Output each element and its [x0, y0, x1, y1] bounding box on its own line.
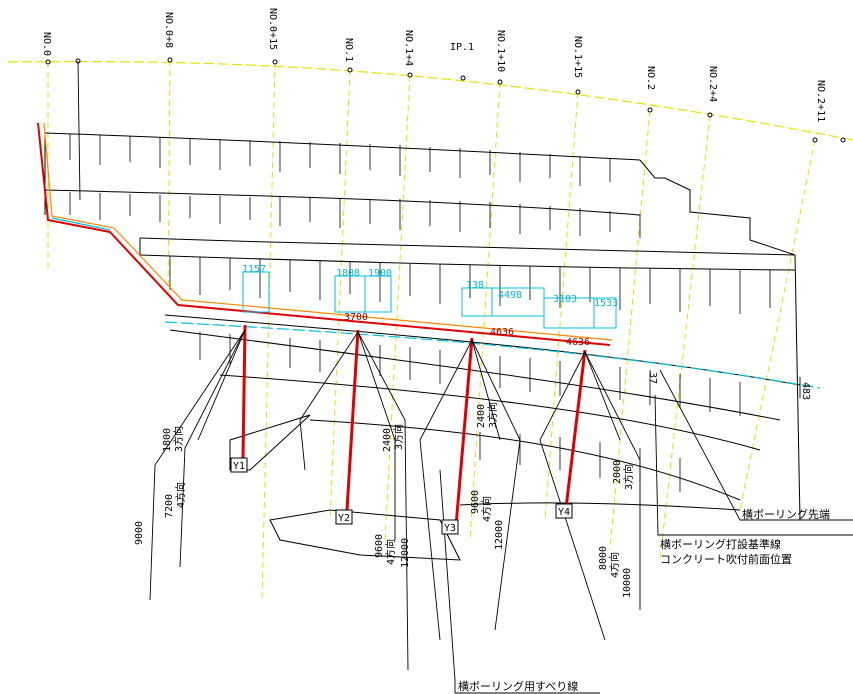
red-dim: 3700 — [344, 312, 368, 323]
station-label: NO.1 — [343, 38, 354, 62]
station-label: NO.1+10 — [495, 30, 506, 72]
station-label: NO.2 — [645, 66, 656, 90]
boring-direction: 3方向 — [486, 402, 499, 428]
station-label: NO.1+4 — [403, 30, 414, 66]
cyan-dim: 3103 — [553, 294, 577, 305]
cyan-dim: 1157 — [242, 264, 266, 275]
boring-length: 9600 — [374, 534, 385, 558]
boring-length: 1800 — [162, 428, 173, 452]
concrete-face-label: コンクリート吹付前面位置 — [660, 552, 792, 566]
station-label: NO.2+11 — [815, 80, 826, 122]
boring-tip-label: 横ボーリング先端 — [742, 507, 830, 521]
boring-direction-lines — [77, 60, 641, 671]
right-dim: 37 — [647, 372, 658, 384]
concrete-face-line-upper — [51, 217, 111, 231]
boring-base-line-red — [37, 122, 611, 346]
base-line-label: 横ボーリング打設基準線 — [660, 537, 781, 551]
boring-id: Y4 — [558, 507, 570, 518]
boring-length: 12000 — [400, 538, 411, 568]
boring-direction: 3方向 — [392, 424, 405, 450]
concrete-face-line — [164, 321, 821, 389]
boring-direction: 4方向 — [480, 496, 493, 522]
station-label: NO.0 — [41, 32, 52, 56]
station-labels: NO.0 NO.0+8 NO.0+15 NO.1 NO.1+4 IP.1 NO.… — [41, 8, 826, 122]
boring-direction: 3方向 — [172, 426, 185, 452]
boring-length: 2400 — [382, 428, 393, 452]
boring-length-labels: 1800 3方向 7200 4方向 9000 2400 3方向 9600 4方向… — [134, 402, 635, 598]
right-dimension-labels: 37 483 — [647, 372, 811, 400]
cyan-dimension-boxes — [242, 271, 617, 329]
boring-length: 8000 — [598, 546, 609, 570]
cyan-dim: 138 — [466, 280, 484, 291]
boring-id: Y2 — [338, 513, 350, 524]
boring-direction: 4方向 — [384, 539, 397, 565]
boring-direction: 4方向 — [608, 552, 621, 578]
station-label: NO.0+8 — [163, 12, 174, 48]
station-markers — [45, 57, 846, 143]
cyan-dim: 1533 — [594, 298, 618, 309]
boring-length: 7200 — [164, 494, 175, 518]
boring-id: Y3 — [444, 523, 456, 534]
cyan-dim: 4498 — [498, 290, 522, 301]
boring-length: 12000 — [494, 520, 505, 550]
boring-length: 9600 — [470, 490, 481, 514]
station-label: IP.1 — [450, 42, 474, 53]
cyan-dimension-labels: 1157 1808 1900 138 4498 3103 1533 — [242, 264, 618, 309]
boring-length: 10000 — [622, 568, 633, 598]
boring-id-labels: Y1 Y2 Y3 Y4 — [233, 461, 570, 534]
red-dim: 4636 — [566, 337, 590, 348]
boring-length: 9000 — [134, 521, 145, 545]
red-dimension-labels: 3700 4636 4636 — [344, 312, 590, 348]
boring-id: Y1 — [233, 461, 245, 472]
boring-base-line-orange — [43, 122, 613, 341]
red-dim: 4636 — [490, 327, 514, 338]
station-label: NO.0+15 — [267, 8, 278, 50]
slope-hatching — [69, 134, 771, 492]
station-label: NO.1+15 — [572, 36, 583, 78]
boring-id-boxes — [230, 457, 573, 535]
leader-lines — [439, 369, 853, 694]
cyan-dim: 1900 — [368, 268, 392, 279]
cyan-dim: 1808 — [336, 268, 360, 279]
boring-direction: 3方向 — [622, 464, 635, 490]
boring-length: 2400 — [476, 404, 487, 428]
boring-direction: 4方向 — [174, 482, 187, 508]
slope-bands — [44, 132, 801, 561]
road-centerline — [7, 60, 853, 141]
boring-length: 2000 — [612, 460, 623, 484]
station-label: NO.2+4 — [707, 66, 718, 102]
horizontal-borings — [241, 324, 587, 527]
right-dim: 483 — [800, 382, 811, 400]
slip-line-label: 横ボーリング用すべり線 — [458, 679, 578, 693]
